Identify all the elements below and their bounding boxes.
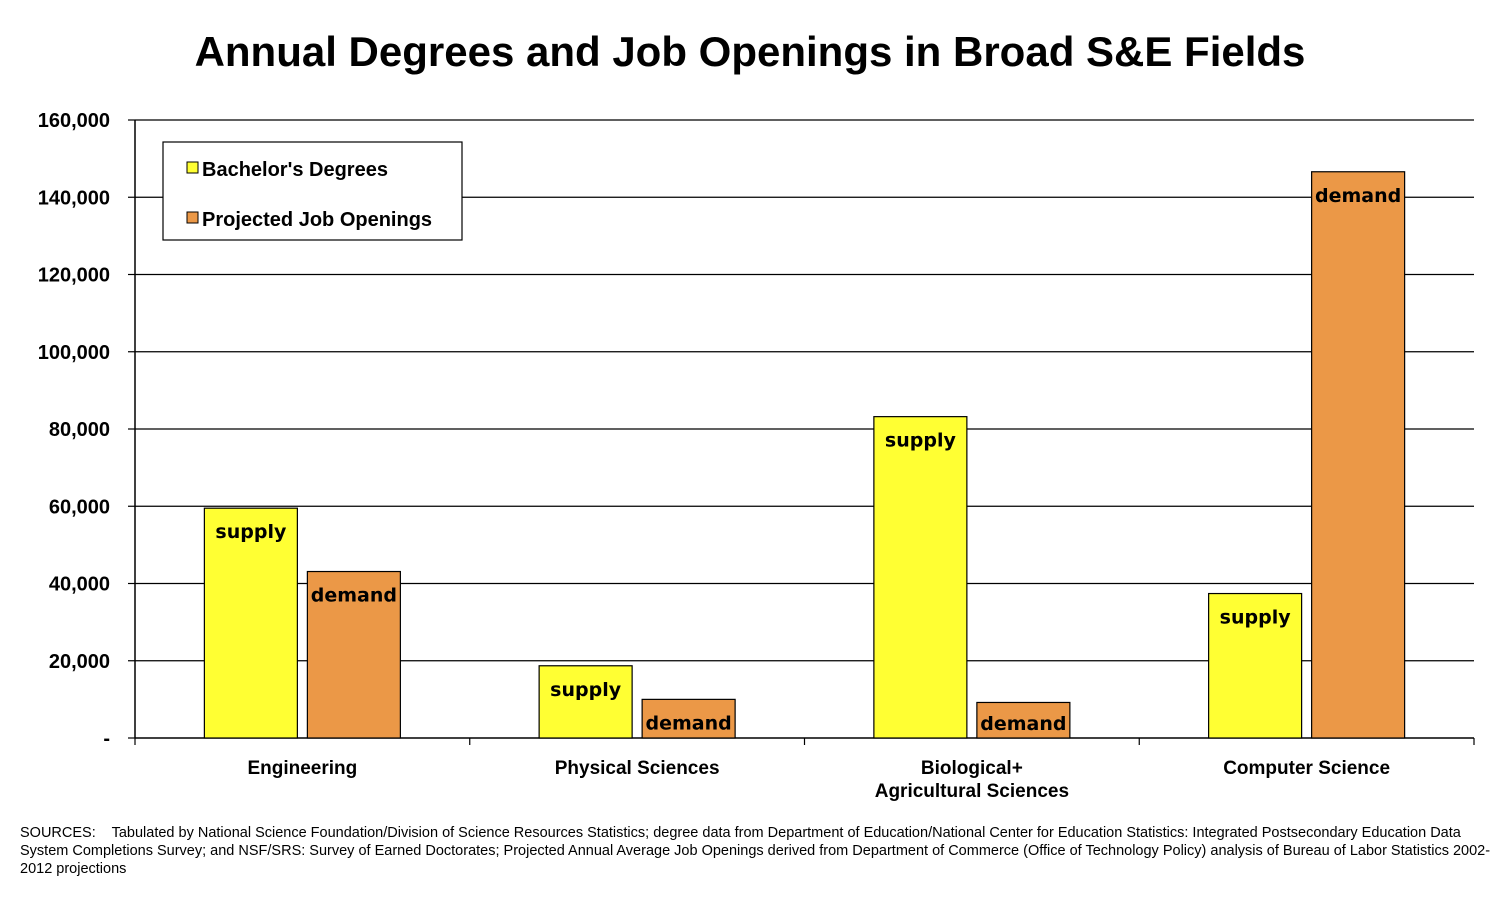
bar-data-label: demand	[646, 712, 732, 734]
legend-label: Projected Job Openings	[202, 209, 432, 231]
bars	[203, 171, 1406, 739]
bar-data-label: supply	[885, 430, 957, 452]
x-tick-label: Engineering	[247, 758, 357, 779]
bar-data-label: demand	[311, 585, 397, 607]
y-tick-label: 140,000	[38, 187, 110, 209]
bar-data-label: supply	[215, 521, 287, 543]
bar-data-label: demand	[1315, 185, 1401, 207]
y-tick-label: 120,000	[38, 265, 110, 287]
x-tick-label: Computer Science	[1223, 758, 1390, 779]
bar-data-label: supply	[550, 679, 622, 701]
y-tick-label: 20,000	[49, 651, 110, 673]
legend: Bachelor's Degrees Projected Job Openings	[162, 141, 463, 241]
y-tick-label: 160,000	[38, 110, 110, 132]
legend-box	[162, 141, 463, 241]
bar-demand	[976, 701, 1071, 739]
x-tick-label: Agricultural Sciences	[875, 781, 1069, 802]
bar-labels: supply demand supply demand supply demand supp…	[215, 185, 1401, 735]
chart-title: Annual Degrees and Job Openings in Broad…	[194, 28, 1306, 75]
bar-data-label: supply	[1220, 607, 1292, 629]
bar-supply	[203, 507, 298, 739]
y-tick-label: -	[103, 728, 110, 750]
y-tick-label: 60,000	[49, 496, 110, 518]
axes: - 20,000 40,000 60,000 80,000 100,000 120,000 1…	[38, 110, 1475, 802]
x-tick-label: Physical Sciences	[555, 758, 720, 779]
bar-supply	[1208, 592, 1303, 739]
legend-label: Bachelor's Degrees	[202, 159, 388, 181]
bar-demand	[306, 570, 401, 739]
y-tick-label: 40,000	[49, 574, 110, 596]
y-tick-label: 100,000	[38, 342, 110, 364]
x-tick-label: Biological+	[921, 758, 1023, 779]
bar-supply	[873, 416, 968, 739]
bar-supply	[538, 665, 633, 739]
y-tick-label: 80,000	[49, 419, 110, 441]
bar-data-label: demand	[980, 713, 1066, 735]
legend-swatch	[186, 211, 199, 224]
sources-note: SOURCES: Tabulated by National Science F…	[20, 825, 1491, 877]
bar-demand	[641, 698, 736, 739]
bar-demand	[1311, 171, 1406, 739]
legend-swatch	[186, 161, 199, 174]
